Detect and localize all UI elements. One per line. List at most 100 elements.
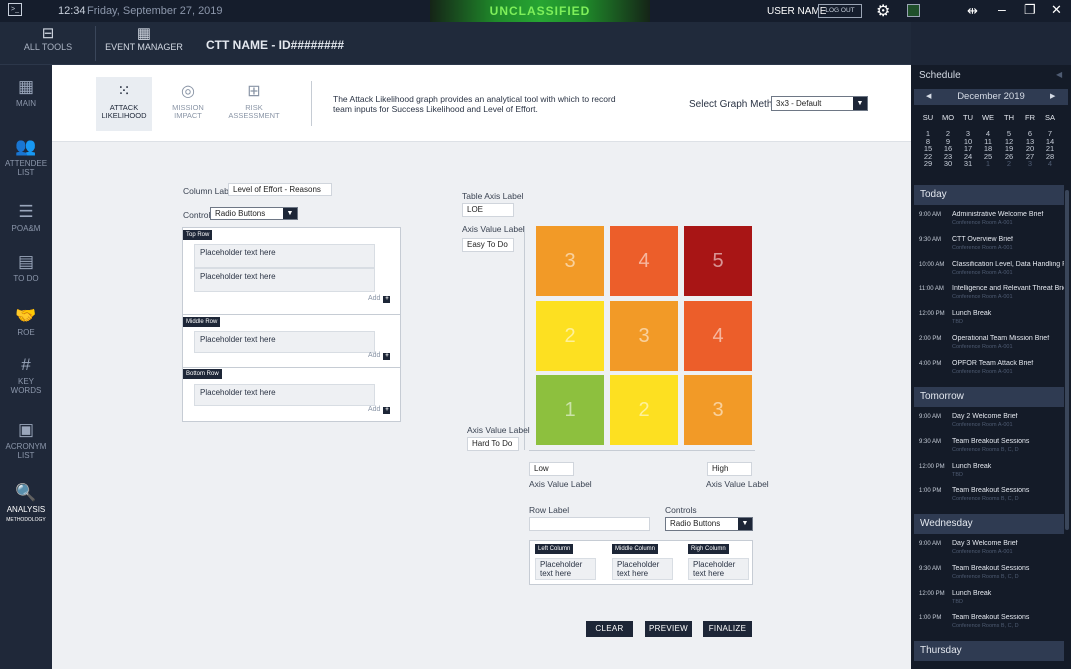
middle-row-add-button[interactable]: Add +	[368, 352, 391, 360]
chevron-down-icon[interactable]: ▼	[283, 208, 297, 219]
bottom-row-item[interactable]: Placeholder text here	[194, 384, 375, 406]
finalize-button[interactable]: FINALIZE	[703, 621, 752, 637]
schedule-event[interactable]: 1:00 PM Team Breakout Sessions Conference …	[919, 614, 1064, 638]
chevron-down-icon[interactable]: ▼	[738, 518, 752, 530]
x-low-input[interactable]: Low	[529, 462, 574, 476]
schedule-event[interactable]: 9:00 AM Day 2 Welcome Brief Conference Roo…	[919, 413, 1064, 437]
row-label-input[interactable]	[529, 517, 650, 531]
collapse-icon[interactable]: ◀	[1056, 70, 1063, 79]
calendar-day[interactable]: 18	[983, 144, 993, 153]
schedule-event[interactable]: 9:30 AM Team Breakout Sessions Conference …	[919, 438, 1064, 462]
calendar-day[interactable]: 27	[1025, 151, 1035, 161]
calendar-day[interactable]: 19	[1004, 144, 1014, 153]
row-controls-select[interactable]: Radio Buttons ▼	[665, 517, 753, 531]
calendar-day[interactable]: 2	[1006, 159, 1012, 168]
top-axis-value-input[interactable]: Easy To Do	[462, 238, 514, 252]
calendar-day[interactable]: 26	[1004, 151, 1014, 161]
nav-main[interactable]: ▦ MAIN	[0, 77, 52, 108]
matrix-cell[interactable]: 1	[536, 375, 604, 445]
logout-button[interactable]: LOG OUT	[818, 4, 862, 18]
bottom-axis-value-input[interactable]: Hard To Do	[467, 437, 519, 451]
schedule-event[interactable]: 12:00 PM Lunch Break TBD	[919, 463, 1064, 487]
nav-attendee-list[interactable]: 👥 ATTENDEE LIST	[0, 137, 52, 177]
matrix-cell[interactable]: 4	[610, 226, 678, 296]
middle-column-item[interactable]: Placeholder text here	[612, 558, 673, 580]
gear-icon[interactable]: ⚙	[876, 3, 891, 20]
schedule-event[interactable]: 9:30 AM CTT Overview Brief Conference Room…	[919, 236, 1064, 260]
controls-select[interactable]: Radio Buttons ▼	[210, 207, 298, 220]
schedule-event[interactable]: 12:00 PM Lunch Break TBD	[919, 310, 1064, 334]
calendar-day[interactable]: 3	[1027, 159, 1033, 168]
tab-risk-assessment[interactable]: ⊞ RISK ASSESSMENT	[224, 77, 284, 131]
calendar-day[interactable]: 25	[983, 151, 993, 161]
graph-method-select[interactable]: 3x3 - Default ▼	[771, 96, 868, 111]
calendar-day[interactable]: 2	[945, 129, 951, 138]
right-column-item[interactable]: Placeholder text here	[688, 558, 749, 580]
tab-mission-impact[interactable]: ◎ MISSION IMPACT	[160, 77, 216, 131]
minimize-icon[interactable]: –	[998, 1, 1006, 17]
all-tools-button[interactable]: ⊟ ALL TOOLS	[22, 22, 74, 65]
calendar-day[interactable]: 11	[984, 136, 992, 146]
calendar-day[interactable]: 6	[1027, 129, 1033, 138]
matrix-cell[interactable]: 2	[610, 375, 678, 445]
clear-button[interactable]: CLEAR	[586, 621, 633, 637]
calendar-day[interactable]: 10	[963, 136, 973, 146]
matrix-cell[interactable]: 3	[684, 375, 752, 445]
schedule-event[interactable]: 11:00 AM Intelligence and Relevant Threat…	[919, 285, 1064, 309]
calendar-day[interactable]: 9	[945, 136, 951, 146]
restore-icon[interactable]: ❐	[1024, 2, 1036, 17]
calendar-day[interactable]: 5	[1006, 129, 1012, 138]
calendar-day[interactable]: 30	[943, 159, 953, 168]
schedule-event[interactable]: 9:00 AM Day 3 Welcome Brief Conference Roo…	[919, 540, 1064, 564]
middle-row-item[interactable]: Placeholder text here	[194, 331, 375, 353]
calendar-day[interactable]: 3	[965, 129, 971, 138]
calendar-day[interactable]: 21	[1045, 144, 1055, 153]
calendar-day[interactable]: 22	[923, 151, 933, 161]
calendar-day[interactable]: 1	[985, 159, 991, 168]
status-indicator-icon[interactable]	[907, 4, 920, 17]
bottom-row-add-button[interactable]: Add +	[368, 406, 391, 414]
matrix-cell[interactable]: 3	[610, 301, 678, 371]
column-label-input[interactable]: Level of Effort - Reasons	[228, 183, 332, 196]
scrollbar[interactable]	[1065, 190, 1069, 530]
calendar-day[interactable]: 15	[923, 144, 933, 153]
split-view-icon[interactable]: ⇹	[967, 3, 978, 18]
calendar-day[interactable]: 14	[1045, 136, 1055, 146]
calendar-day[interactable]: 16	[943, 144, 953, 153]
x-high-input[interactable]: High	[707, 462, 752, 476]
nav-poam[interactable]: ☰ POA&M	[0, 202, 52, 233]
chevron-down-icon[interactable]: ▼	[853, 97, 867, 110]
schedule-event[interactable]: 4:00 PM OPFOR Team Attack Brief Conference…	[919, 360, 1064, 384]
calendar-day[interactable]: 20	[1025, 144, 1035, 153]
top-row-item[interactable]: Placeholder text here	[194, 244, 375, 268]
calendar-day[interactable]: 12	[1004, 136, 1014, 146]
schedule-event[interactable]: 9:00 AM Administrative Welcome Brief Confe…	[919, 211, 1064, 235]
schedule-event[interactable]: 1:00 PM Team Breakout Sessions Conference …	[919, 487, 1064, 511]
schedule-event[interactable]: 9:30 AM Team Breakout Sessions Conference …	[919, 565, 1064, 589]
close-icon[interactable]: ✕	[1051, 2, 1062, 17]
chevron-right-icon[interactable]: ▶	[1050, 93, 1056, 100]
matrix-cell[interactable]: 2	[536, 301, 604, 371]
matrix-cell[interactable]: 3	[536, 226, 604, 296]
event-manager-button[interactable]: ▦ EVENT MANAGER	[104, 22, 184, 65]
calendar-day[interactable]: 23	[943, 151, 953, 161]
table-axis-input[interactable]: LOE	[462, 203, 514, 217]
terminal-icon[interactable]: >_	[8, 3, 22, 16]
calendar-day[interactable]: 17	[963, 144, 973, 153]
calendar-day[interactable]: 28	[1045, 151, 1055, 161]
nav-roe[interactable]: 🤝 ROE	[0, 306, 52, 337]
calendar-day[interactable]: 8	[925, 136, 931, 146]
nav-to-do[interactable]: ▤ TO DO	[0, 252, 52, 283]
schedule-event[interactable]: 2:00 PM Operational Team Mission Brief Con…	[919, 335, 1064, 359]
schedule-event[interactable]: 12:00 PM Lunch Break TBD	[919, 590, 1064, 614]
matrix-cell[interactable]: 4	[684, 301, 752, 371]
calendar-day[interactable]: 1	[925, 129, 931, 138]
schedule-event[interactable]: 10:00 AM Classification Level, Data Handl…	[919, 261, 1064, 285]
tab-attack-likelihood[interactable]: ⁙ ATTACK LIKELIHOOD	[96, 77, 152, 131]
left-column-item[interactable]: Placeholder text here	[535, 558, 596, 580]
preview-button[interactable]: PREVIEW	[645, 621, 692, 637]
calendar-day[interactable]: 24	[963, 151, 973, 161]
calendar-day[interactable]: 31	[963, 159, 973, 168]
nav-analysis-methodology[interactable]: 🔍 ANALYSIS METHODOLOGY	[0, 483, 52, 525]
chevron-left-icon[interactable]: ◀	[926, 93, 932, 100]
